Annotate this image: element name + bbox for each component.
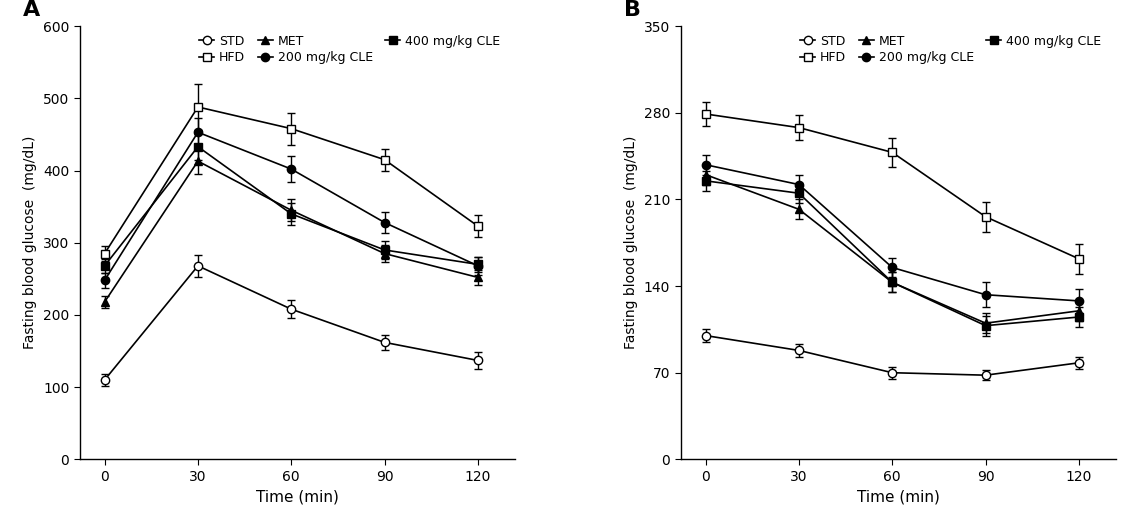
X-axis label: Time (min): Time (min) bbox=[857, 489, 940, 504]
Text: A: A bbox=[23, 0, 40, 20]
Legend: STD, HFD, MET, 200 mg/kg CLE, 400 mg/kg CLE: STD, HFD, MET, 200 mg/kg CLE, 400 mg/kg … bbox=[797, 32, 1104, 66]
Legend: STD, HFD, MET, 200 mg/kg CLE, 400 mg/kg CLE: STD, HFD, MET, 200 mg/kg CLE, 400 mg/kg … bbox=[197, 32, 503, 66]
Y-axis label: Fasting blood glucose  (mg/dL): Fasting blood glucose (mg/dL) bbox=[24, 136, 38, 349]
Text: B: B bbox=[624, 0, 641, 20]
Y-axis label: Fasting blood glucose  (mg/dL): Fasting blood glucose (mg/dL) bbox=[624, 136, 638, 349]
X-axis label: Time (min): Time (min) bbox=[256, 489, 339, 504]
